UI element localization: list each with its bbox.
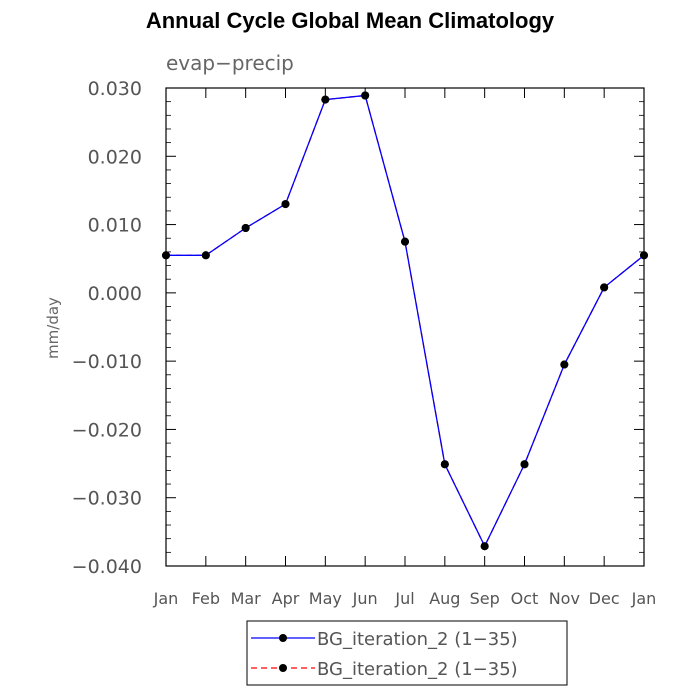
x-tick-label: Jul: [394, 589, 414, 608]
x-tick-label: Feb: [192, 589, 220, 608]
y-tick-label: 0.020: [88, 146, 142, 168]
legend-label: BG_iteration_2 (1−35): [317, 659, 518, 680]
chart-subtitle: evap−precip: [166, 51, 294, 75]
axes: 0.030 0.020 0.010 0.000 −0.010 −0.020 −0.030 −0…: [72, 78, 657, 608]
series-2: [162, 91, 648, 551]
x-tick-label: Oct: [511, 589, 539, 608]
x-tick-label: Dec: [589, 589, 620, 608]
data-point: [600, 283, 609, 292]
y-tick-label: 0.000: [88, 283, 142, 305]
x-tick-label: Jun: [352, 589, 378, 608]
plot-frame: [165, 87, 645, 567]
x-tick-label: Sep: [470, 589, 500, 608]
x-tick-label: Jan: [153, 589, 179, 608]
y-axis-label: mm/day: [44, 297, 62, 359]
x-tick-label: Nov: [549, 589, 580, 608]
data-point: [440, 460, 449, 469]
data-point: [520, 460, 529, 469]
x-tick-label: May: [309, 589, 342, 608]
legend-box: [246, 620, 568, 686]
legend-label: BG_iteration_2 (1−35): [317, 629, 518, 650]
x-tick-label: Jan: [631, 589, 657, 608]
y-tick-label: −0.010: [72, 351, 142, 373]
chart-title: Annual Cycle Global Mean Climatology: [145, 8, 555, 33]
data-point: [281, 200, 290, 209]
legend-marker: [279, 634, 287, 642]
legend-marker: [279, 664, 287, 672]
series-line: [166, 94, 645, 548]
data-point: [401, 237, 409, 246]
x-tick-label: Mar: [231, 589, 262, 608]
series-group: [162, 91, 648, 551]
y-tick-label: −0.020: [72, 419, 142, 441]
y-tick-label: −0.030: [72, 488, 142, 510]
series-line: [166, 94, 645, 548]
data-point: [241, 223, 250, 232]
series-1: [162, 91, 648, 551]
data-point: [162, 251, 170, 260]
y-tick-label: 0.010: [88, 215, 142, 237]
y-tick-label: 0.030: [88, 78, 142, 100]
x-tick-label: Apr: [272, 589, 300, 608]
y-tick-label: −0.040: [72, 556, 142, 578]
data-point: [560, 360, 569, 369]
data-point: [201, 251, 210, 260]
legend: BG_iteration_2 (1−35) BG_iteration_2 (1−3…: [246, 620, 568, 686]
data-point: [321, 95, 330, 104]
data-point: [361, 91, 370, 100]
data-point: [640, 251, 648, 260]
data-point: [480, 542, 489, 551]
x-tick-label: Aug: [429, 589, 460, 608]
